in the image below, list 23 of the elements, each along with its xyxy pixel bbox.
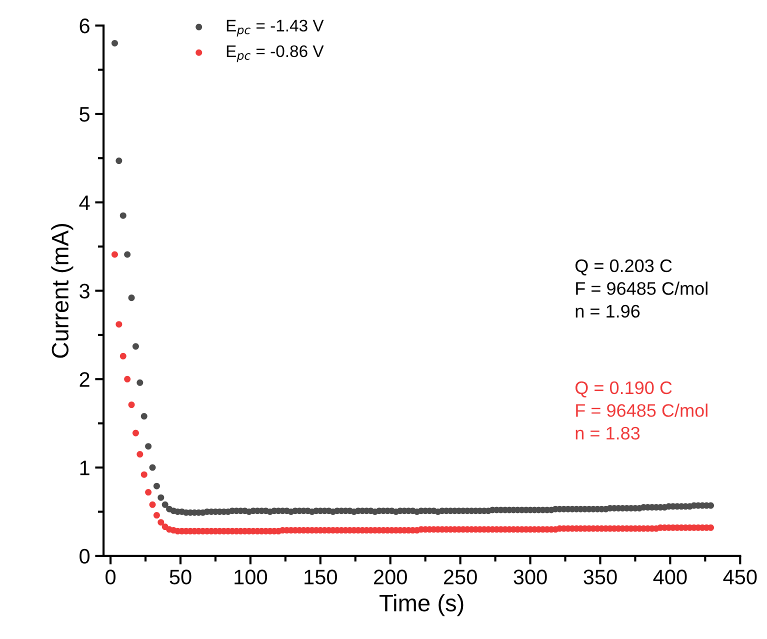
x-tick-label: 0 xyxy=(106,570,116,584)
x-tick-label: 300 xyxy=(514,570,547,584)
x-tick-label: 100 xyxy=(234,570,268,584)
annotation: Q = 0.203 C F = 96485 C/mol n = 1.96 xyxy=(575,259,708,318)
x-tick-label: 400 xyxy=(653,570,687,584)
y-tick-label: 4 xyxy=(79,196,90,210)
x-tick-label: 350 xyxy=(584,570,617,584)
x-tick-label: 450 xyxy=(723,570,757,584)
x-tick-label: 50 xyxy=(170,570,192,584)
y-tick-label: 1 xyxy=(80,460,90,476)
legend-label: E$_{pc}$ = -1.43 V xyxy=(226,20,324,37)
x-tick-label: 150 xyxy=(304,570,337,584)
annotation: Q = 0.190 C F = 96485 C/mol n = 1.83 xyxy=(575,381,708,440)
y-axis-title: Current (mA) xyxy=(51,224,74,358)
x-tick-label: 250 xyxy=(444,570,477,584)
y-tick-label: 0 xyxy=(80,548,90,564)
x-axis-title: Time (s) xyxy=(380,594,464,616)
y-tick-label: 2 xyxy=(80,372,90,387)
x-tick-label: 200 xyxy=(374,570,407,584)
y-tick-label: 3 xyxy=(80,284,90,298)
legend-label: E$_{pc}$ = -0.86 V xyxy=(226,45,324,62)
y-tick-label: 6 xyxy=(80,18,90,34)
y-tick-label: 5 xyxy=(80,107,90,122)
